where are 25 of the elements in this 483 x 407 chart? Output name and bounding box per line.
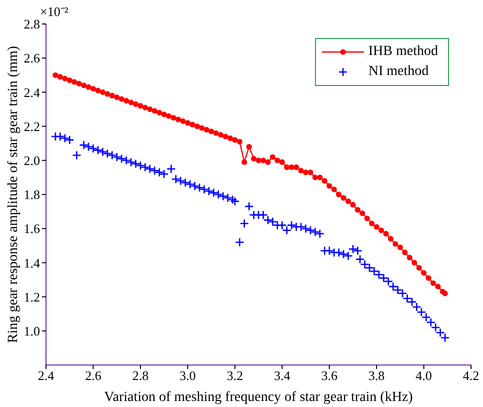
- x-tick-label: 4.2: [462, 368, 480, 384]
- x-tick-label: 3.2: [226, 368, 244, 384]
- y-tick-label: 1.2: [24, 289, 40, 304]
- y-axis-title: Ring gear response amplitude of star gear train (mm): [6, 46, 21, 344]
- y-tick-label: 1.4: [24, 255, 40, 270]
- y-tick-label: 1.0: [24, 324, 40, 339]
- x-tick-label: 2.8: [132, 368, 149, 384]
- x-tick-label: 3.8: [368, 368, 385, 384]
- x-tick-label: 3.4: [274, 368, 291, 384]
- y-tick-label: 2.8: [24, 16, 40, 32]
- x-tick-label: 2.4: [38, 368, 55, 384]
- x-axis-title: Variation of meshing frequency of star gear train (kHz): [104, 390, 414, 405]
- y-tick-label: 2.2: [24, 118, 40, 134]
- legend-label: NI method: [368, 64, 429, 80]
- y-tick-label: 2.6: [24, 50, 40, 66]
- text: ×10⁻²: [40, 3, 68, 20]
- x-tick-label: 4.0: [416, 368, 432, 384]
- x-tick-label: 3.6: [321, 368, 338, 384]
- x-tick-label: 2.6: [85, 368, 102, 384]
- x-tick-label: 3.0: [180, 368, 196, 384]
- y-tick-label: 2.0: [24, 153, 40, 168]
- legend-label: IHB method: [368, 44, 438, 60]
- y-tick-label: 1.6: [24, 221, 40, 236]
- y-tick-label: 2.4: [24, 84, 40, 100]
- y-tick-label: 1.8: [24, 187, 40, 202]
